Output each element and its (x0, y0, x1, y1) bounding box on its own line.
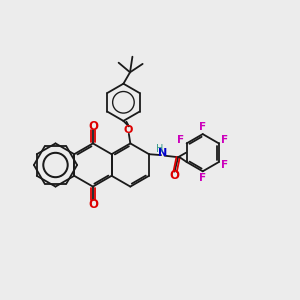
Text: H: H (155, 144, 163, 154)
Text: O: O (88, 197, 98, 211)
Text: F: F (199, 122, 206, 133)
Text: F: F (221, 160, 228, 170)
Text: O: O (169, 169, 179, 182)
Text: F: F (177, 135, 184, 145)
Text: F: F (199, 173, 206, 183)
Text: O: O (124, 125, 133, 135)
Text: N: N (158, 148, 167, 158)
Text: O: O (88, 119, 98, 133)
Text: F: F (221, 135, 228, 145)
